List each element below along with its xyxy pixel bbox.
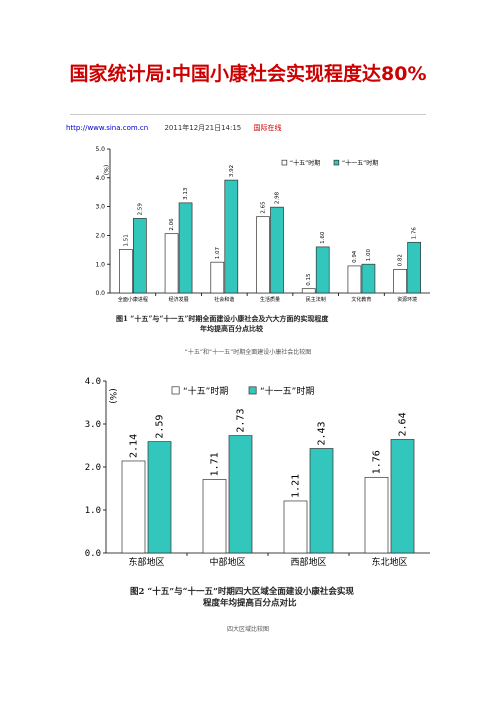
chart1-bar-eleventh-five-year <box>361 263 376 294</box>
chart2-data-label: 2.59 <box>155 415 166 439</box>
chart2-bar-tenth-five-year <box>364 476 389 554</box>
chart1-category-label: 资源环境 <box>397 296 417 303</box>
chart1-figure-title-line2: 年均提高百分点比较 <box>200 324 264 333</box>
chart2-data-label: 1.21 <box>291 474 302 498</box>
chart2-category-label: 中部地区 <box>209 556 245 568</box>
chart1-legend-swatch <box>281 159 288 166</box>
chart1-data-label: 1.76 <box>412 227 418 240</box>
chart1-legend-label: “十一五”时期 <box>342 159 378 167</box>
article-meta: http://www.sina.com.cn 2011年12月21日14:15 … <box>66 124 282 133</box>
chart1-data-label: 1.00 <box>366 248 372 261</box>
chart1-figure-title-line1: 图1 “十五”与“十一五”时期全面建设小康社会及六大方面的实现程度 <box>116 314 329 323</box>
chart2-y-tick-label: 4.0 <box>85 377 101 387</box>
source-url[interactable]: http://www.sina.com.cn <box>66 124 149 132</box>
chart1-category-label: 文化教育 <box>351 296 371 303</box>
chart1-bar-tenth-five-year <box>119 249 133 294</box>
chart1-y-tick-label: 4.0 <box>95 175 105 182</box>
chart2-figure-title-line1: 图2 “十五”与“十一五”时期四大区域全面建设小康社会实现 <box>130 586 354 597</box>
chart1-category-label: 经济发展 <box>169 296 189 303</box>
chart1-bar-tenth-five-year <box>164 233 179 294</box>
chart2-data-label: 2.73 <box>236 409 247 433</box>
chart1-bar-tenth-five-year <box>347 265 362 294</box>
chart1-bar-eleventh-five-year <box>315 246 330 294</box>
figure-1-caption: “十五”和“十一五”时期全面建设小康社会比较图 <box>184 349 312 356</box>
chart1-legend-swatch <box>333 159 340 166</box>
chart1-data-label: 2.98 <box>275 191 281 204</box>
chart2-y-axis-unit: (%) <box>107 388 117 404</box>
title-divider <box>70 114 426 115</box>
chart2-bar-tenth-five-year <box>121 460 146 554</box>
chart1-category-label: 民主法制 <box>306 296 326 303</box>
chart1-bar-eleventh-five-year <box>133 218 147 294</box>
chart1-bar-tenth-five-year <box>393 269 407 294</box>
chart2-data-label: 2.43 <box>317 421 328 445</box>
chart1-bar-eleventh-five-year <box>178 202 193 294</box>
article-title: 国家统计局:中国小康社会实现程度达80% <box>69 63 427 85</box>
chart1-data-label: 3.13 <box>183 187 189 200</box>
chart1-bar-tenth-five-year <box>256 216 270 294</box>
chart1-category-label: 全面小康进程 <box>118 296 148 303</box>
chart2-y-tick-label: 3.0 <box>85 420 101 430</box>
chart2-data-label: 1.76 <box>372 450 383 474</box>
chart1-category-label: 生活质量 <box>260 296 280 303</box>
source-link[interactable]: 国际在线 <box>253 124 282 132</box>
chart1-bar-tenth-five-year <box>301 288 316 294</box>
chart1-y-tick-label: 2.0 <box>95 233 105 240</box>
chart1-data-label: 0.15 <box>306 273 312 286</box>
chart1-data-label: 1.60 <box>320 231 326 244</box>
figure-2-caption: 四大区域比较图 <box>226 626 269 633</box>
chart1-data-label: 0.82 <box>398 254 404 266</box>
chart1-bar-tenth-five-year <box>210 261 225 294</box>
chart1-y-tick-label: 1.0 <box>95 261 105 268</box>
chart2-legend-swatch <box>171 386 180 395</box>
chart2-y-tick-label: 2.0 <box>85 463 101 473</box>
chart1-data-label: 1.07 <box>215 246 221 259</box>
chart1-y-axis-unit: (%) <box>102 165 109 175</box>
chart1-data-label: 3.92 <box>229 165 235 177</box>
chart1-y-tick-label: 3.0 <box>95 204 105 211</box>
chart1-data-label: 0.94 <box>352 250 358 263</box>
chart2-bar-eleventh-five-year <box>147 441 172 554</box>
chart2-category-label: 西部地区 <box>290 556 326 568</box>
chart1-data-label: 1.51 <box>123 234 129 246</box>
chart2-bar-eleventh-five-year <box>309 448 334 554</box>
chart2-category-label: 东部地区 <box>128 556 164 568</box>
chart1-bar-eleventh-five-year <box>224 179 239 294</box>
chart1-bar-eleventh-five-year <box>270 206 284 294</box>
chart2-y-tick-label: 1.0 <box>85 506 101 516</box>
chart2-data-label: 2.14 <box>129 434 140 458</box>
chart2-figure-title-line2: 程度年均提高百分点对比 <box>203 598 297 609</box>
chart1-data-label: 2.65 <box>261 201 267 214</box>
chart1-y-tick-label: 0.0 <box>95 290 105 297</box>
chart2-legend-label: “十五”时期 <box>183 385 228 397</box>
chart2-bar-tenth-five-year <box>202 479 227 554</box>
chart1-bar-eleventh-five-year <box>407 241 421 294</box>
chart2-bar-tenth-five-year <box>283 500 308 554</box>
chart2-legend-label: “十一五”时期 <box>260 385 314 397</box>
chart1-category-label: 社会和谐 <box>214 296 234 303</box>
chart2-data-label: 2.64 <box>398 412 409 436</box>
publish-datetime: 2011年12月21日14:15 <box>164 124 242 132</box>
chart2-bar-eleventh-five-year <box>390 439 415 554</box>
chart1-data-label: 2.59 <box>137 203 143 216</box>
chart1-legend-label: “十五”时期 <box>290 159 320 167</box>
chart2-data-label: 1.71 <box>210 452 221 476</box>
chart2-y-tick-label: 0.0 <box>85 549 101 559</box>
chart2-category-label: 东北地区 <box>371 556 407 568</box>
chart2-bar-eleventh-five-year <box>228 435 253 554</box>
chart1-data-label: 2.06 <box>169 218 175 231</box>
chart1-y-tick-label: 5.0 <box>95 146 105 153</box>
chart2-legend-swatch <box>248 386 257 395</box>
